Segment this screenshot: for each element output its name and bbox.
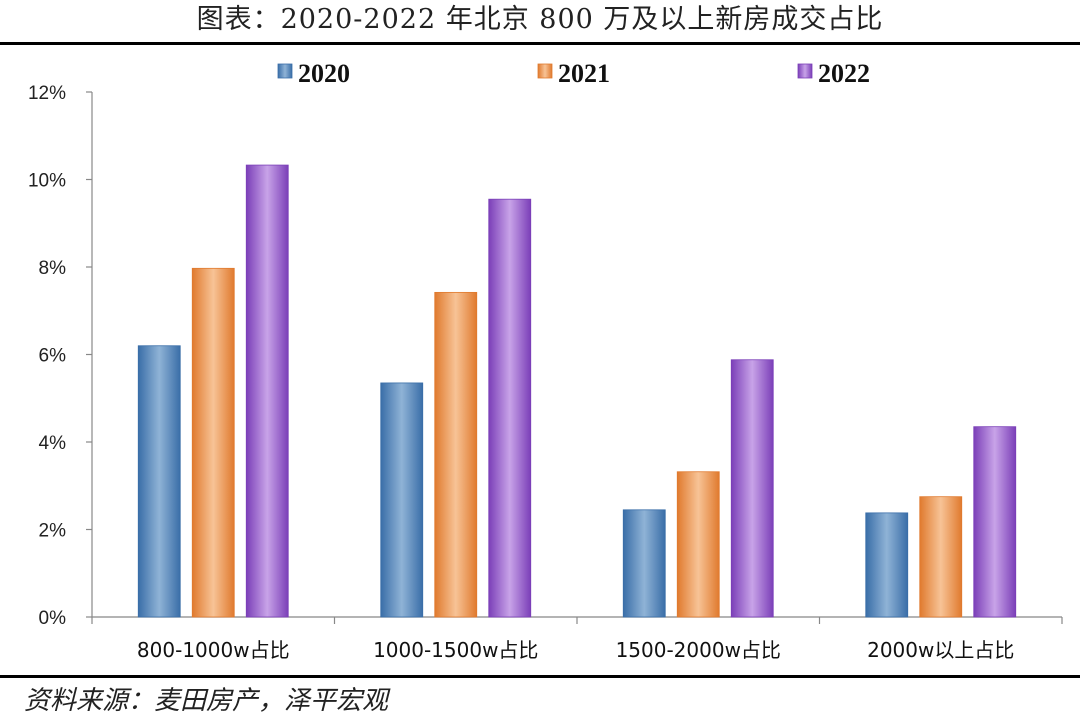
x-category-label: 1500-2000w占比	[616, 638, 781, 662]
bar-2020-1	[137, 345, 181, 618]
legend-swatch-2021	[537, 63, 553, 79]
legend-label-2020: 2020	[298, 59, 350, 88]
source-note: 资料来源：麦田房产，泽平宏观	[24, 686, 389, 716]
bar-2022-1	[245, 164, 289, 618]
bar-2020-4	[865, 512, 909, 618]
x-category-label: 800-1000w占比	[137, 638, 290, 662]
bar-chart: 2020 2021 2022 0% 2% 4% 6% 8% 10% 12% 800-1000w占…	[28, 59, 1063, 662]
bar-2021-2	[434, 291, 478, 618]
bar-2020-2	[380, 382, 424, 618]
bars	[137, 164, 1017, 618]
bar-2020-3	[622, 509, 666, 618]
legend-swatch-2020	[277, 63, 293, 79]
legend: 2020 2021 2022	[277, 59, 870, 88]
y-tick-label: 12%	[28, 83, 66, 104]
y-tick-label: 0%	[39, 608, 67, 629]
y-tick-label: 4%	[39, 433, 67, 454]
bar-2022-3	[730, 359, 774, 618]
y-axis: 0% 2% 4% 6% 8% 10% 12%	[28, 83, 93, 629]
y-tick-label: 8%	[39, 258, 67, 279]
title-rule	[0, 42, 1080, 45]
bar-2021-3	[676, 471, 720, 618]
source-rule	[0, 675, 1080, 678]
bar-2021-4	[919, 496, 963, 618]
x-category-label: 2000w以上占比	[867, 638, 1014, 662]
y-tick-label: 10%	[28, 171, 66, 192]
y-tick-label: 6%	[39, 346, 67, 367]
bar-2021-1	[191, 267, 235, 618]
x-axis: 800-1000w占比 1000-1500w占比 1500-2000w占比 2000w…	[91, 616, 1063, 662]
x-category-label: 1000-1500w占比	[373, 638, 538, 662]
legend-swatch-2022	[797, 63, 813, 79]
chart-title: 图表：2020-2022 年北京 800 万及以上新房成交占比	[196, 4, 884, 35]
legend-label-2021: 2021	[558, 59, 610, 88]
bar-2022-4	[973, 426, 1017, 618]
bar-2022-2	[488, 198, 532, 618]
y-tick-label: 2%	[39, 521, 67, 542]
legend-label-2022: 2022	[818, 59, 870, 88]
